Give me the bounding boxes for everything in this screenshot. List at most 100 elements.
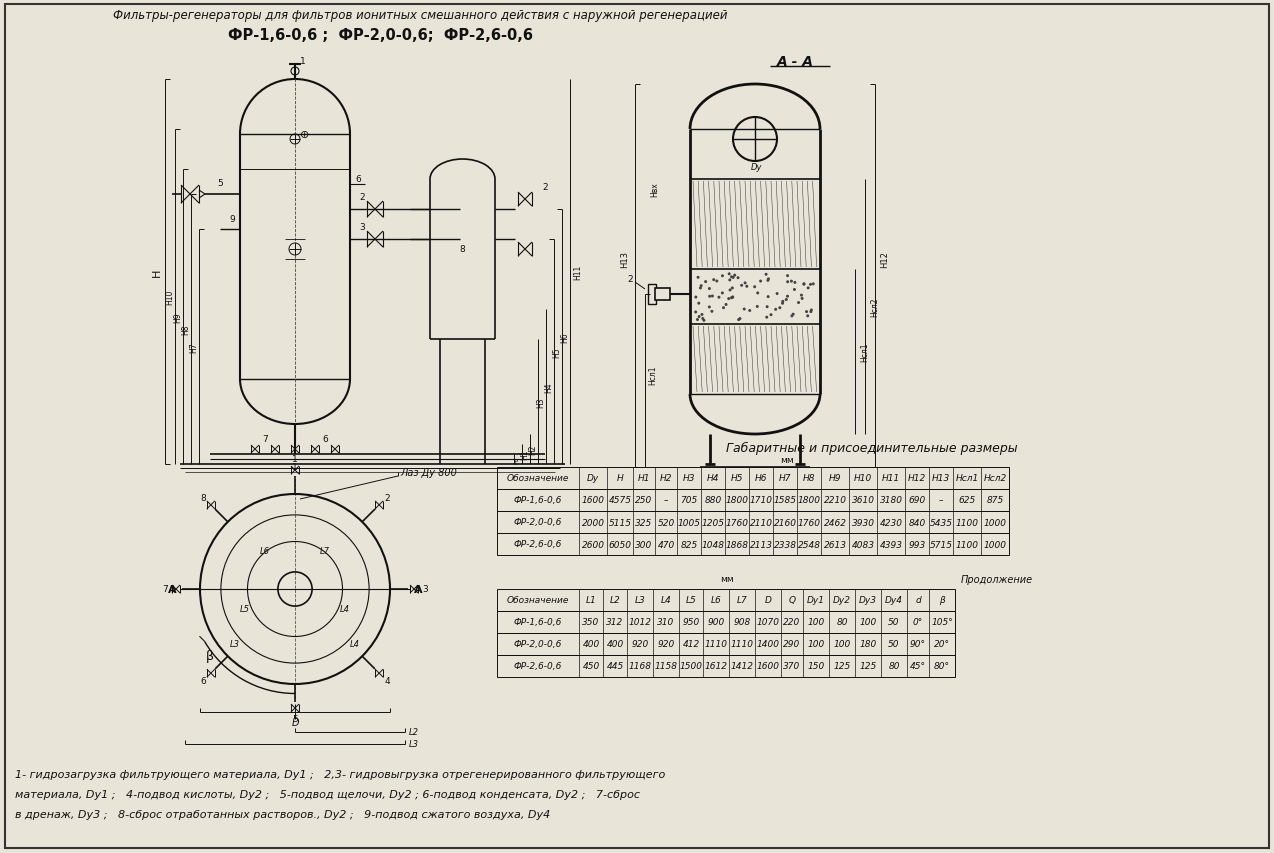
Circle shape	[781, 302, 784, 305]
Text: 4: 4	[385, 676, 390, 686]
Text: 2000: 2000	[581, 518, 604, 527]
Text: 20°: 20°	[934, 640, 950, 649]
Text: L4: L4	[661, 595, 671, 605]
Text: 9: 9	[229, 215, 234, 224]
Text: 1600: 1600	[581, 496, 604, 505]
Text: Нсл1: Нсл1	[860, 342, 869, 362]
Text: Dy3: Dy3	[859, 595, 877, 605]
Text: H9: H9	[829, 474, 841, 483]
Circle shape	[696, 319, 699, 322]
Text: H3: H3	[536, 397, 545, 408]
Circle shape	[809, 310, 813, 314]
Text: 6050: 6050	[609, 540, 632, 548]
Text: 840: 840	[908, 518, 926, 527]
Text: 8: 8	[460, 245, 465, 254]
Bar	[497, 490, 1009, 512]
Text: 1500: 1500	[679, 662, 702, 670]
Text: 950: 950	[683, 618, 699, 627]
Text: 1- гидрозагрузка фильтрующего материала, Dy1 ;   2,3- гидровыгрузка отрегенериро: 1- гидрозагрузка фильтрующего материала,…	[15, 769, 665, 779]
Circle shape	[699, 285, 703, 287]
Text: –: –	[664, 496, 669, 505]
Text: H6: H6	[561, 332, 569, 342]
Circle shape	[722, 307, 725, 310]
Circle shape	[729, 279, 731, 282]
Text: β: β	[205, 649, 214, 662]
Bar	[497, 467, 1009, 490]
Text: β: β	[939, 595, 945, 605]
Circle shape	[730, 276, 733, 279]
Text: H8: H8	[803, 474, 815, 483]
Circle shape	[731, 276, 735, 280]
Text: Нсл1: Нсл1	[956, 474, 978, 483]
Text: 4230: 4230	[879, 518, 902, 527]
Circle shape	[794, 281, 796, 285]
Text: А - А: А - А	[776, 55, 814, 69]
Circle shape	[767, 280, 769, 282]
Circle shape	[697, 302, 701, 305]
Bar	[655, 288, 670, 300]
Text: H11: H11	[882, 474, 901, 483]
Circle shape	[778, 307, 781, 310]
Text: 1: 1	[292, 463, 298, 472]
Text: 5115: 5115	[609, 518, 632, 527]
Text: 1110: 1110	[730, 640, 753, 649]
Circle shape	[766, 316, 768, 319]
Text: 1100: 1100	[956, 540, 978, 548]
Text: 2: 2	[543, 183, 548, 192]
Text: 1585: 1585	[773, 496, 796, 505]
Circle shape	[767, 278, 769, 281]
Text: 705: 705	[680, 496, 698, 505]
Circle shape	[740, 284, 743, 287]
Text: H1: H1	[521, 450, 530, 460]
Text: 2462: 2462	[823, 518, 846, 527]
Text: 690: 690	[908, 496, 926, 505]
Text: 920: 920	[632, 640, 648, 649]
Circle shape	[757, 292, 759, 295]
Text: H12: H12	[908, 474, 926, 483]
Text: H11: H11	[573, 264, 582, 280]
Text: Dy1: Dy1	[806, 595, 826, 605]
Circle shape	[764, 274, 768, 276]
Circle shape	[769, 314, 772, 316]
Text: 1760: 1760	[798, 518, 820, 527]
Text: 880: 880	[705, 496, 721, 505]
Circle shape	[748, 310, 752, 312]
Circle shape	[775, 309, 777, 311]
Text: L6: L6	[711, 595, 721, 605]
Circle shape	[731, 296, 734, 299]
Circle shape	[739, 317, 741, 321]
Circle shape	[730, 297, 733, 300]
Text: L6: L6	[260, 547, 270, 556]
Circle shape	[800, 294, 803, 298]
Text: L4: L4	[340, 605, 350, 614]
Text: 1: 1	[301, 57, 306, 67]
Text: 5435: 5435	[930, 518, 953, 527]
Text: Нсл1: Нсл1	[648, 365, 657, 385]
Text: 125: 125	[860, 662, 877, 670]
Text: H7: H7	[190, 342, 199, 352]
Circle shape	[803, 283, 805, 287]
Circle shape	[736, 277, 739, 280]
Text: 0°: 0°	[913, 618, 924, 627]
Bar	[497, 655, 956, 677]
Text: H2: H2	[660, 474, 673, 483]
Text: 1205: 1205	[702, 518, 725, 527]
Circle shape	[785, 299, 787, 302]
Text: 1760: 1760	[725, 518, 749, 527]
Text: 470: 470	[657, 540, 675, 548]
Text: 6: 6	[200, 676, 206, 686]
Text: L2: L2	[610, 595, 620, 605]
Text: 50: 50	[888, 640, 899, 649]
Text: 825: 825	[680, 540, 698, 548]
Text: 1400: 1400	[757, 640, 780, 649]
Text: H8: H8	[181, 324, 191, 335]
Text: 3180: 3180	[879, 496, 902, 505]
Text: 1005: 1005	[678, 518, 701, 527]
Text: 400: 400	[582, 640, 600, 649]
Text: 105°: 105°	[931, 618, 953, 627]
Circle shape	[725, 304, 727, 306]
Circle shape	[708, 306, 711, 309]
Circle shape	[759, 281, 762, 283]
Text: H4: H4	[544, 382, 553, 392]
Text: H9: H9	[173, 312, 182, 322]
